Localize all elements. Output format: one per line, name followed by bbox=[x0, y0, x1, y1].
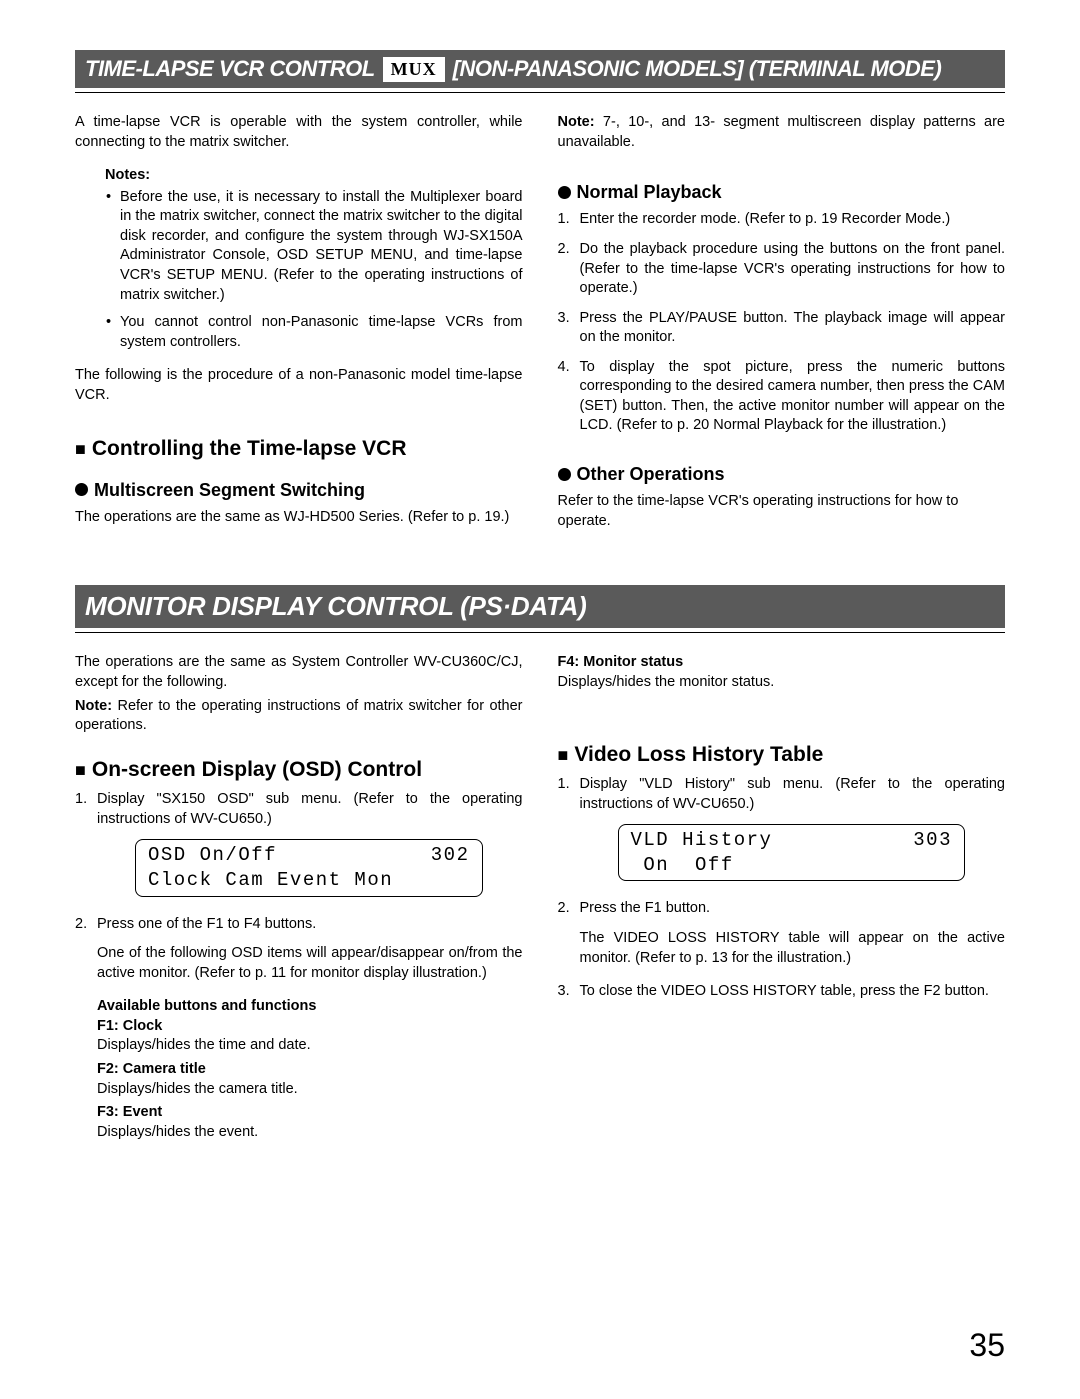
section2-columns: The operations are the same as System Co… bbox=[75, 653, 1005, 1146]
note2-text: Note: Refer to the operating instruction… bbox=[75, 697, 523, 736]
lcd-display-vld: VLD History303 On Off bbox=[618, 824, 966, 881]
note-item: Before the use, it is necessary to insta… bbox=[120, 188, 523, 305]
available-label: Available buttons and functions bbox=[97, 997, 523, 1017]
step2b-detail: The VIDEO LOSS HISTORY table will appear… bbox=[580, 929, 1006, 968]
f4-label: F4: Monitor status bbox=[558, 653, 1006, 673]
f3-desc: Displays/hides the event. bbox=[97, 1123, 523, 1143]
step-item: 1.Display "SX150 OSD" sub menu. (Refer t… bbox=[75, 790, 523, 829]
lcd-display-osd: OSD On/Off302 Clock Cam Event Mon bbox=[135, 839, 483, 896]
note-right: Note: 7-, 10-, and 13- segment multiscre… bbox=[558, 113, 1006, 152]
step-item: 2.Press one of the F1 to F4 buttons. bbox=[75, 915, 523, 935]
step-item: 1.Enter the recorder mode. (Refer to p. … bbox=[558, 210, 1006, 230]
banner-text-left: TIME-LAPSE VCR CONTROL bbox=[85, 56, 375, 82]
banner2-text: MONITOR DISPLAY CONTROL (PS·DATA) bbox=[85, 591, 586, 622]
notes-label: Notes: bbox=[105, 166, 523, 186]
section2-right-column: F4: Monitor status Displays/hides the mo… bbox=[558, 653, 1006, 1146]
section-banner-vcr: TIME-LAPSE VCR CONTROL MUX [NON-PANASONI… bbox=[75, 50, 1005, 88]
intro-text: A time-lapse VCR is operable with the sy… bbox=[75, 113, 523, 152]
playback-steps: 1.Enter the recorder mode. (Refer to p. … bbox=[558, 210, 1006, 436]
section1-left-column: A time-lapse VCR is operable with the sy… bbox=[75, 113, 523, 545]
subheading-multiscreen: Multiscreen Segment Switching bbox=[75, 478, 523, 502]
intro2-text: The operations are the same as System Co… bbox=[75, 653, 523, 692]
osd-steps-2: 2.Press one of the F1 to F4 buttons. bbox=[75, 915, 523, 935]
page-number: 35 bbox=[969, 1327, 1005, 1364]
section-banner-monitor: MONITOR DISPLAY CONTROL (PS·DATA) bbox=[75, 585, 1005, 628]
f1-label: F1: Clock bbox=[97, 1017, 523, 1037]
step-item: 2.Do the playback procedure using the bu… bbox=[558, 240, 1006, 299]
f3-label: F3: Event bbox=[97, 1103, 523, 1123]
heading-controlling: ■Controlling the Time-lapse VCR bbox=[75, 435, 523, 463]
banner2-underline bbox=[75, 632, 1005, 633]
vld-steps-2: 2.Press the F1 button. bbox=[558, 899, 1006, 919]
step-item: 3.To close the VIDEO LOSS HISTORY table,… bbox=[558, 982, 1006, 1002]
section2-left-column: The operations are the same as System Co… bbox=[75, 653, 523, 1146]
subheading-playback: Normal Playback bbox=[558, 180, 1006, 204]
banner-underline bbox=[75, 92, 1005, 93]
step-item: 1.Display "VLD History" sub menu. (Refer… bbox=[558, 775, 1006, 814]
note-item: You cannot control non-Panasonic time-la… bbox=[120, 313, 523, 352]
vld-steps-3: 3.To close the VIDEO LOSS HISTORY table,… bbox=[558, 982, 1006, 1002]
step-item: 3.Press the PLAY/PAUSE button. The playb… bbox=[558, 309, 1006, 348]
heading-osd: ■On-screen Display (OSD) Control bbox=[75, 756, 523, 784]
osd-steps: 1.Display "SX150 OSD" sub menu. (Refer t… bbox=[75, 790, 523, 829]
subheading-other: Other Operations bbox=[558, 462, 1006, 486]
f2-label: F2: Camera title bbox=[97, 1060, 523, 1080]
section1-right-column: Note: 7-, 10-, and 13- segment multiscre… bbox=[558, 113, 1006, 545]
mux-badge: MUX bbox=[383, 57, 445, 82]
f4-desc: Displays/hides the monitor status. bbox=[558, 673, 1006, 693]
notes-list: Before the use, it is necessary to insta… bbox=[120, 188, 523, 353]
section1-columns: A time-lapse VCR is operable with the sy… bbox=[75, 113, 1005, 545]
multiscreen-text: The operations are the same as WJ-HD500 … bbox=[75, 508, 523, 528]
step2-detail: One of the following OSD items will appe… bbox=[97, 944, 523, 983]
step-item: 2.Press the F1 button. bbox=[558, 899, 1006, 919]
f2-desc: Displays/hides the camera title. bbox=[97, 1080, 523, 1100]
step-item: 4.To display the spot picture, press the… bbox=[558, 358, 1006, 436]
f1-desc: Displays/hides the time and date. bbox=[97, 1036, 523, 1056]
heading-vld: ■Video Loss History Table bbox=[558, 741, 1006, 769]
other-text: Refer to the time-lapse VCR's operating … bbox=[558, 492, 1006, 531]
banner-text-right: [NON-PANASONIC MODELS] (TERMINAL MODE) bbox=[453, 56, 942, 82]
procedure-text: The following is the procedure of a non-… bbox=[75, 366, 523, 405]
vld-steps: 1.Display "VLD History" sub menu. (Refer… bbox=[558, 775, 1006, 814]
